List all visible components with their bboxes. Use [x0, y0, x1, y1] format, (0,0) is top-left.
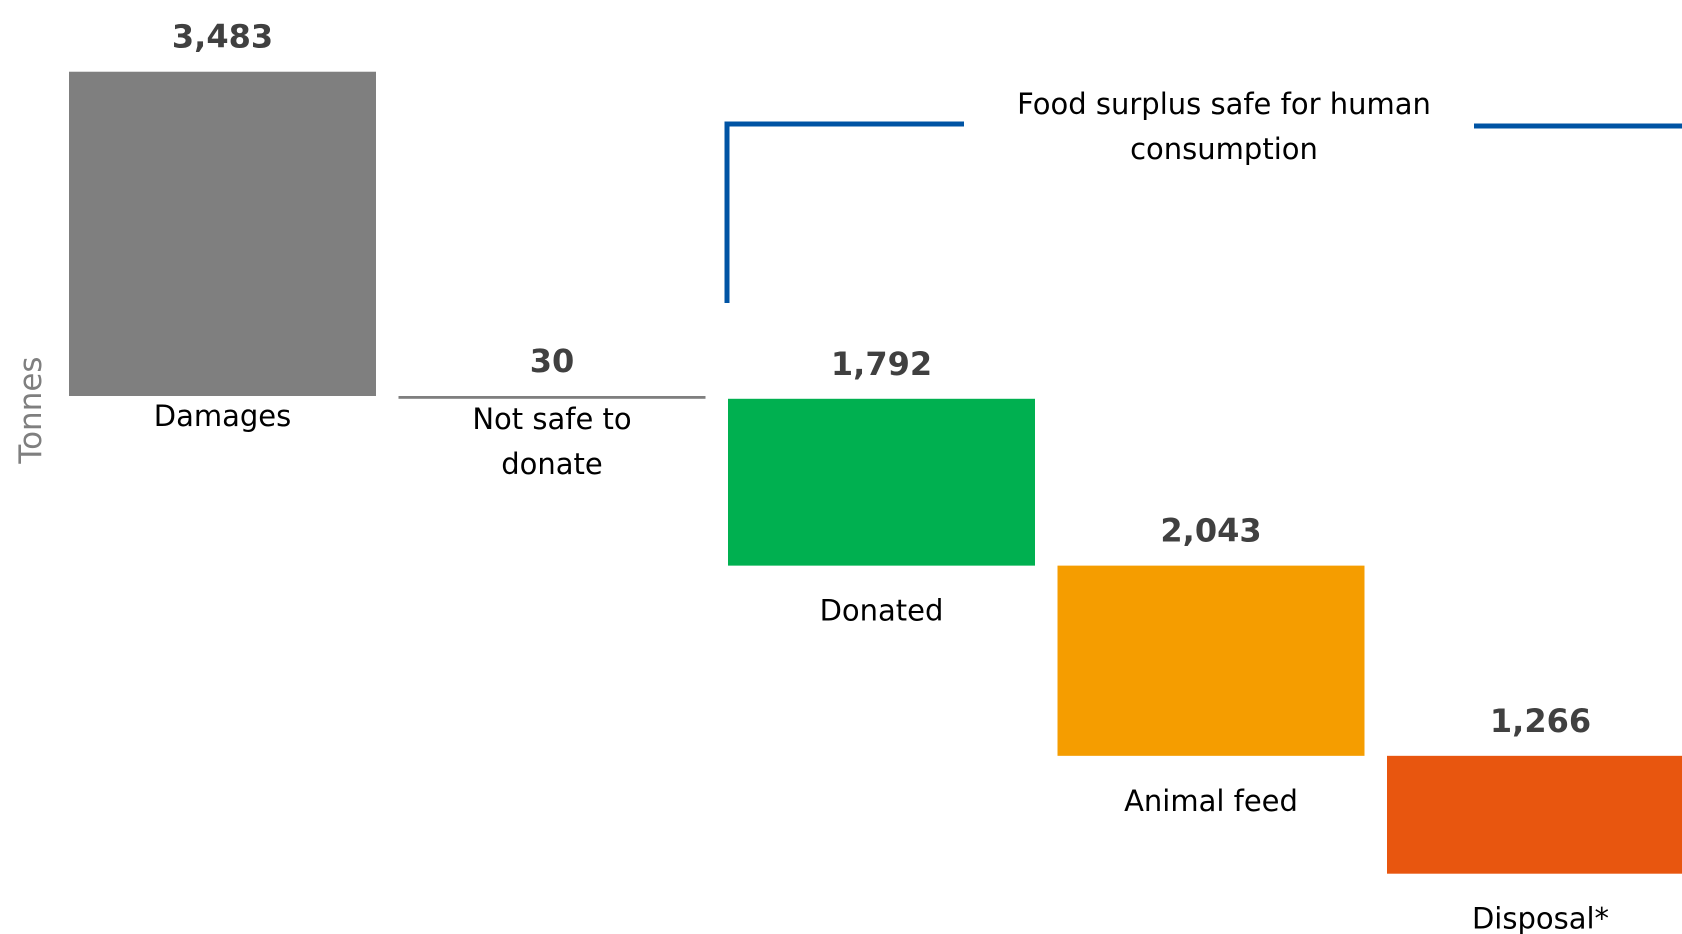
category-label: Animal feed [1124, 784, 1298, 818]
annotation-label: Food surplus safe for human [1017, 87, 1431, 121]
value-label: 30 [530, 342, 575, 380]
bar-not-safe-to-donate [398, 396, 706, 399]
bar-animal-feed [1057, 565, 1365, 756]
value-label: 2,043 [1160, 512, 1261, 550]
category-label: donate [501, 447, 603, 481]
value-label: 1,792 [831, 345, 932, 383]
annotation-label: consumption [1130, 132, 1318, 166]
bars-layer [69, 71, 1682, 874]
bracket-left-line [724, 121, 964, 303]
category-label: Disposal* [1472, 902, 1609, 934]
y-axis-label: Tonnes [13, 356, 49, 464]
labels-layer: 3,483 Damages 30 Not safe to donate 1,792 Dona… [154, 18, 1609, 934]
value-label: 3,483 [172, 18, 273, 56]
value-label: 1,266 [1490, 702, 1591, 740]
bar-damages [69, 71, 376, 396]
category-label: Donated [820, 594, 944, 628]
category-label: Not safe to [472, 402, 631, 436]
category-label: Damages [154, 399, 291, 433]
bar-donated [728, 398, 1035, 566]
annotation-bracket: Food surplus safe for human consumption [724, 87, 1682, 303]
bar-disposal [1387, 755, 1682, 874]
